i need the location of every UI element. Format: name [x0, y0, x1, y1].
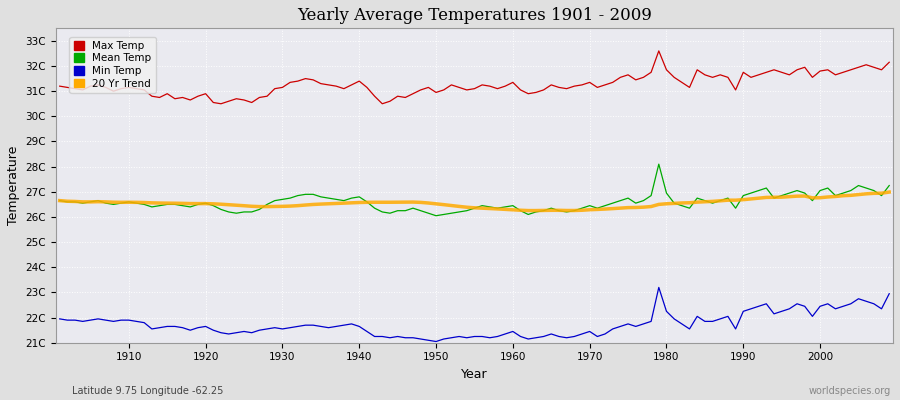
Text: worldspecies.org: worldspecies.org	[809, 386, 891, 396]
Legend: Max Temp, Mean Temp, Min Temp, 20 Yr Trend: Max Temp, Mean Temp, Min Temp, 20 Yr Tre…	[69, 37, 156, 93]
Text: Latitude 9.75 Longitude -62.25: Latitude 9.75 Longitude -62.25	[72, 386, 223, 396]
X-axis label: Year: Year	[461, 368, 488, 381]
Y-axis label: Temperature: Temperature	[7, 146, 20, 225]
Title: Yearly Average Temperatures 1901 - 2009: Yearly Average Temperatures 1901 - 2009	[297, 7, 652, 24]
